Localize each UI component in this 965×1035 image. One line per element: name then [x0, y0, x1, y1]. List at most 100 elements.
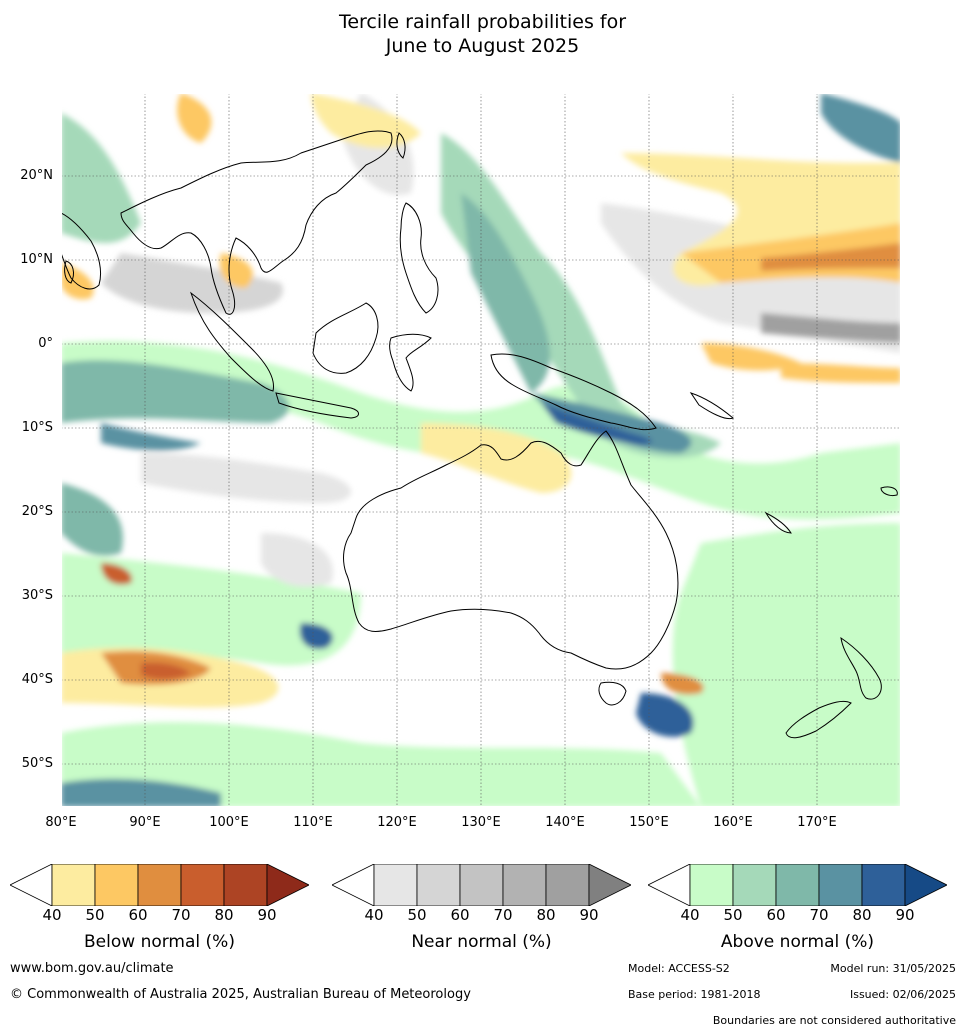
nz-south-coastline: [785, 700, 852, 739]
map-frame: [61, 93, 901, 807]
latitude-label: 50°S: [21, 756, 53, 771]
colorbar-tick-label: 40: [680, 906, 700, 924]
above-patch-bengal: [61, 113, 141, 243]
near-core-pacific: [761, 313, 901, 343]
colorbar-tick-label: 70: [171, 906, 191, 924]
colorbar-tick-label: 50: [407, 906, 427, 924]
latitude-label: 30°S: [21, 588, 53, 603]
philippines-coastline: [399, 202, 439, 314]
longitude-label: 100°E: [209, 815, 249, 830]
colorbar-segment: [545, 863, 590, 907]
colorbar-tick-label: 70: [809, 906, 829, 924]
indochina-coastline: [120, 130, 393, 315]
longitude-label: 120°E: [377, 815, 417, 830]
newcaledonia-coastline: [764, 511, 792, 534]
colorbar-segment: [94, 863, 139, 907]
above-band-indian: [61, 360, 290, 423]
near-normal-colorbar-title: Near normal (%): [411, 932, 552, 952]
taiwan-coastline: [396, 132, 406, 159]
title-line-1: Tercile rainfall probabilities for: [338, 11, 627, 33]
above-normal-colorbar: [647, 863, 948, 910]
above-peak-newguinea: [541, 403, 652, 445]
longitude-label: 80°E: [45, 815, 77, 830]
colorbar-tick-label: 90: [895, 906, 915, 924]
above-band-southern: [61, 722, 701, 807]
below-normal-colorbar-graphic: [9, 863, 310, 907]
map-canvas: [61, 93, 901, 807]
model-text: Model: ACCESS-S2: [628, 962, 730, 975]
java-coastline: [275, 392, 359, 419]
below-patch-thailand: [219, 253, 253, 288]
below-band-arafura: [421, 423, 572, 493]
above-patch-south: [61, 778, 221, 807]
title-line-2: June to August 2025: [385, 35, 580, 57]
chart-title: Tercile rainfall probabilities for June …: [0, 10, 965, 58]
below-patch-tasman: [661, 673, 704, 695]
graticule: [61, 93, 901, 807]
colorbar-high-extension: [266, 863, 310, 907]
australia-coastline: [343, 430, 679, 670]
latitude-label: 20°S: [21, 504, 53, 519]
above-peak-tasmania-east: [636, 693, 694, 737]
colorbar-low-extension: [331, 863, 375, 907]
copyright-text: © Commonwealth of Australia 2025, Austra…: [10, 987, 471, 1002]
colorbar-tick-label: 60: [450, 906, 470, 924]
colorbar-segment: [689, 863, 734, 907]
colorbar-tick-label: 50: [85, 906, 105, 924]
below-patch-arabian: [61, 263, 94, 300]
colorbar-segment: [775, 863, 820, 907]
boundaries-text: Boundaries are not considered authoritat…: [712, 1014, 956, 1027]
colorbar-segment: [861, 863, 906, 907]
colorbar-tick-label: 60: [766, 906, 786, 924]
longitude-label: 110°E: [293, 815, 333, 830]
below-normal-colorbar: [9, 863, 310, 910]
below-patch-pacific-east: [781, 363, 901, 383]
website-text: www.bom.gov.au/climate: [10, 961, 174, 976]
above-patch-northeast: [821, 93, 901, 163]
colorbar-tick-label: 80: [852, 906, 872, 924]
near-patch-bengal: [101, 253, 283, 313]
colorbar-tick-label: 90: [579, 906, 599, 924]
above-normal-colorbar-title: Above normal (%): [720, 932, 875, 952]
longitude-label: 90°E: [129, 815, 161, 830]
issued-text: Issued: 02/06/2025: [849, 988, 956, 1001]
above-patch-west: [61, 483, 123, 556]
colorbar-low-extension: [9, 863, 53, 907]
longitude-label: 170°E: [797, 815, 837, 830]
tasmania-coastline: [598, 681, 627, 706]
colorbar-tick-label: 50: [723, 906, 743, 924]
above-band-philippines: [441, 133, 721, 458]
longitude-label: 150°E: [629, 815, 669, 830]
srilanka-coastline: [64, 260, 74, 284]
below-patch-himalaya: [177, 93, 212, 143]
below-patch-china: [311, 93, 421, 148]
above-core-philippines: [461, 193, 550, 393]
near-normal-colorbar: [331, 863, 632, 910]
colorbar-tick-label: 40: [364, 906, 384, 924]
colorbar-tick-label: 60: [128, 906, 148, 924]
colorbar-segment: [137, 863, 182, 907]
longitude-label: 140°E: [545, 815, 585, 830]
below-peak-north-pacific: [761, 243, 901, 271]
colorbar-segment: [373, 863, 418, 907]
near-band-indian: [141, 453, 351, 503]
model-run-text: Model run: 31/05/2025: [830, 962, 956, 975]
colorbar-segment: [732, 863, 777, 907]
latitude-label: 10°S: [21, 420, 53, 435]
latitude-label: 0°: [38, 336, 53, 351]
above-normal-colorbar-graphic: [647, 863, 948, 907]
colorbar-segment: [818, 863, 863, 907]
latitude-label: 10°N: [20, 252, 53, 267]
fiji-coastline: [880, 486, 898, 496]
colorbar-segment: [416, 863, 461, 907]
below-patch-pacific-eq: [701, 343, 801, 371]
below-patch-west: [101, 563, 132, 585]
colorbar-tick-label: 40: [42, 906, 62, 924]
newguinea-coastline: [490, 353, 657, 431]
base-period-text: Base period: 1981-2018: [628, 988, 761, 1001]
below-peak-southern-indian: [141, 662, 191, 680]
colorbar-segment: [502, 863, 547, 907]
colorbar-tick-label: 70: [493, 906, 513, 924]
colorbar-segment: [223, 863, 268, 907]
nz-north-coastline: [840, 636, 882, 700]
